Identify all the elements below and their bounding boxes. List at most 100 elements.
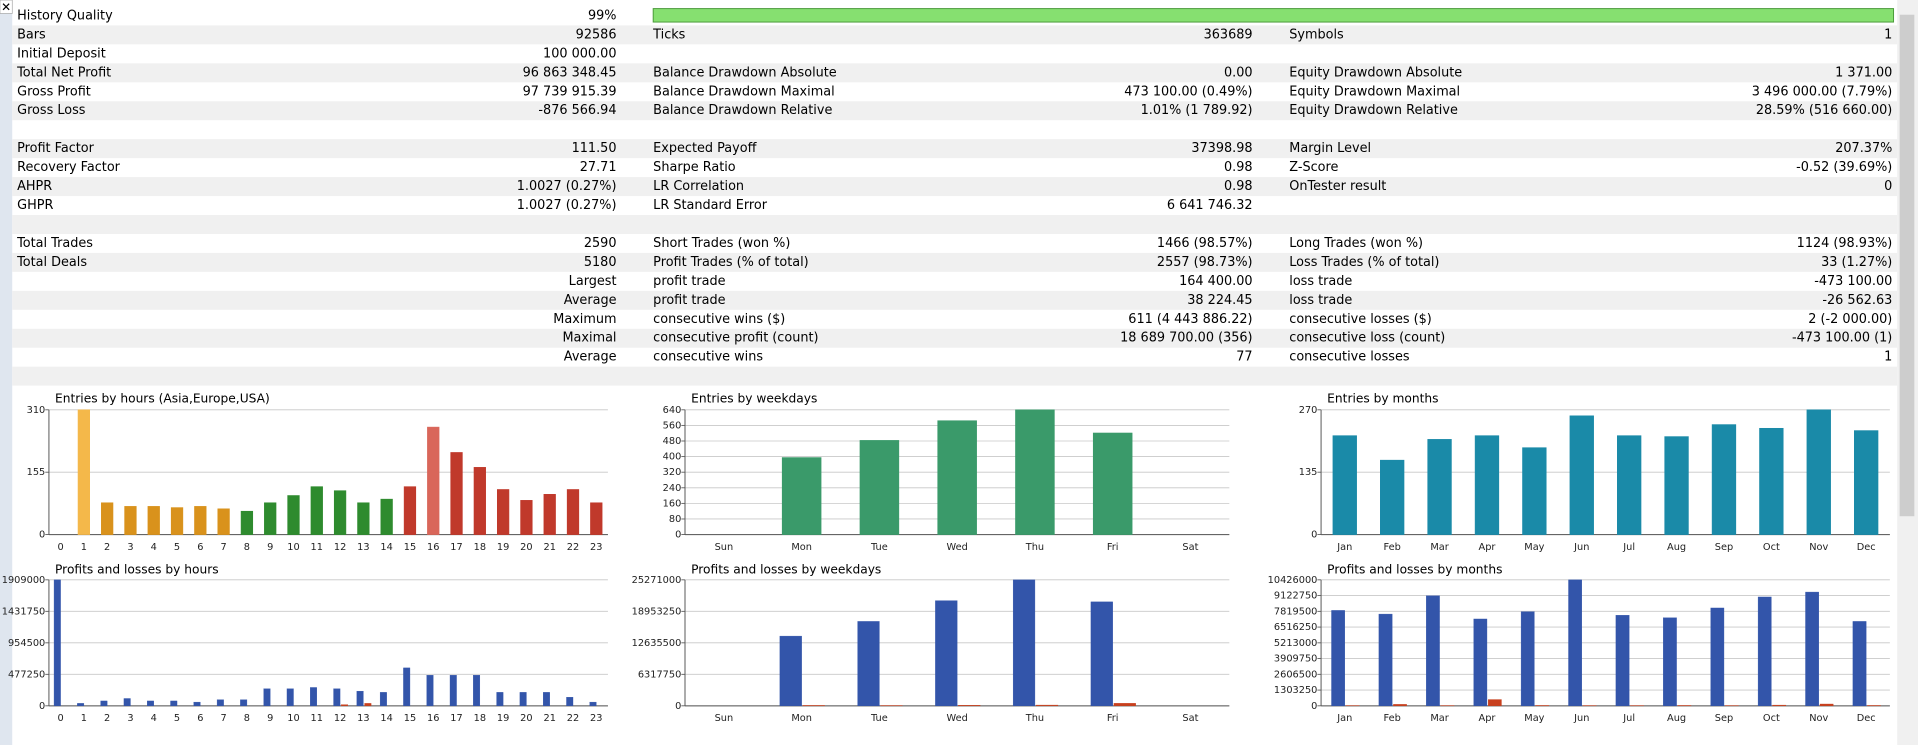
bar xyxy=(566,489,580,535)
y-tick-label: 1431750 xyxy=(2,606,45,617)
row-value: 207.37% xyxy=(1835,141,1892,156)
row-value: Maximal xyxy=(562,331,616,346)
y-tick-label: 640 xyxy=(663,405,682,416)
bar xyxy=(101,502,114,535)
row-value: -0.52 (39.69%) xyxy=(1796,160,1892,175)
bar xyxy=(1012,579,1036,707)
bar xyxy=(403,486,417,535)
y-tick-label: 477250 xyxy=(8,669,45,680)
y-tick-label: 0 xyxy=(1311,530,1317,541)
row-value: 92586 xyxy=(576,27,617,42)
bar xyxy=(287,495,300,535)
x-tick-label: 17 xyxy=(450,542,462,553)
y-tick-label: 9122750 xyxy=(1274,591,1317,602)
row-label: Long Trades (won %) xyxy=(1289,236,1423,251)
row-label: Equity Drawdown Maximal xyxy=(1289,84,1460,99)
x-tick-label: Apr xyxy=(1479,713,1497,724)
bar xyxy=(473,675,481,707)
x-tick-label: Nov xyxy=(1809,542,1828,553)
row-background xyxy=(12,290,1898,310)
row-label: Z-Score xyxy=(1289,160,1338,175)
y-tick-label: 10426000 xyxy=(1268,575,1318,586)
x-tick-label: 16 xyxy=(427,713,439,724)
bar xyxy=(1380,459,1405,535)
y-tick-label: 0 xyxy=(675,530,681,541)
row-label: Balance Drawdown Relative xyxy=(653,103,832,118)
y-tick-label: 6516250 xyxy=(1274,622,1317,633)
row-label: consecutive loss (count) xyxy=(1289,331,1445,346)
bar xyxy=(264,502,277,535)
row-value: 2590 xyxy=(584,236,617,251)
bar xyxy=(937,420,977,535)
row-background xyxy=(12,252,1898,272)
row-label: Profit Factor xyxy=(17,141,95,156)
x-tick-label: Sep xyxy=(1715,542,1733,553)
bar xyxy=(426,675,434,707)
bar xyxy=(859,440,900,535)
row-value: -876 566.94 xyxy=(538,103,616,118)
row-label: Initial Deposit xyxy=(17,46,106,61)
x-tick-label: 23 xyxy=(590,542,602,553)
y-tick-label: 954500 xyxy=(8,638,45,649)
x-tick-label: Jul xyxy=(1622,542,1635,553)
row-label: History Quality xyxy=(17,8,113,23)
row-label: Loss Trades (% of total) xyxy=(1289,255,1439,270)
x-tick-label: 21 xyxy=(543,542,555,553)
row-label: Gross Loss xyxy=(17,103,86,118)
row-background xyxy=(12,177,1898,197)
y-tick-label: 2606500 xyxy=(1274,669,1317,680)
row-value: 33 (1.27%) xyxy=(1821,255,1892,270)
bar xyxy=(77,409,90,535)
x-tick-label: 4 xyxy=(151,713,157,724)
bar xyxy=(240,510,254,535)
row-value: 111.50 xyxy=(572,141,617,156)
x-tick-label: 19 xyxy=(497,542,509,553)
x-tick-label: Mon xyxy=(791,713,812,724)
bar xyxy=(1520,611,1535,707)
row-value: -26 562.63 xyxy=(1822,293,1892,308)
bar xyxy=(1426,595,1440,707)
scrollbar-thumb[interactable] xyxy=(1899,14,1915,517)
row-label: Ticks xyxy=(652,27,685,42)
y-tick-label: 270 xyxy=(1299,405,1318,416)
bar xyxy=(1378,613,1393,707)
x-tick-label: Wed xyxy=(947,713,968,724)
row-label: Margin Level xyxy=(1289,141,1371,156)
y-tick-label: 12635500 xyxy=(632,638,682,649)
bar xyxy=(1615,615,1630,707)
row-value: 1124 (98.93%) xyxy=(1797,236,1893,251)
row-label: AHPR xyxy=(17,179,52,194)
x-tick-label: 9 xyxy=(267,713,273,724)
row-background xyxy=(12,101,1898,121)
row-value: 473 100.00 (0.49%) xyxy=(1124,84,1252,99)
left-strip xyxy=(0,0,13,745)
x-tick-label: Sun xyxy=(715,542,734,553)
bar xyxy=(53,579,61,707)
bar xyxy=(286,688,294,707)
bar xyxy=(77,703,85,707)
bar xyxy=(958,705,981,707)
y-tick-label: 80 xyxy=(669,514,681,525)
y-tick-label: 400 xyxy=(663,452,682,463)
y-tick-label: 7819500 xyxy=(1274,606,1317,617)
x-tick-label: 14 xyxy=(380,713,392,724)
row-label: LR Standard Error xyxy=(653,198,768,213)
bar xyxy=(589,701,597,707)
x-tick-label: Aug xyxy=(1667,542,1686,553)
x-tick-label: Tue xyxy=(870,542,888,553)
x-tick-label: 1 xyxy=(81,713,87,724)
x-tick-label: Dec xyxy=(1857,542,1876,553)
bar xyxy=(1090,601,1113,707)
row-label: consecutive losses xyxy=(1289,350,1410,365)
x-tick-label: 23 xyxy=(590,713,602,724)
x-tick-label: Mar xyxy=(1430,542,1449,553)
row-label: Recovery Factor xyxy=(17,160,121,175)
row-label: OnTester result xyxy=(1289,179,1386,194)
y-tick-label: 5213000 xyxy=(1274,638,1317,649)
row-background xyxy=(12,328,1898,348)
x-tick-label: Dec xyxy=(1857,713,1876,724)
bar xyxy=(449,675,457,707)
row-value: 0 xyxy=(1884,179,1892,194)
bar xyxy=(193,701,201,707)
x-tick-label: 4 xyxy=(151,542,157,553)
